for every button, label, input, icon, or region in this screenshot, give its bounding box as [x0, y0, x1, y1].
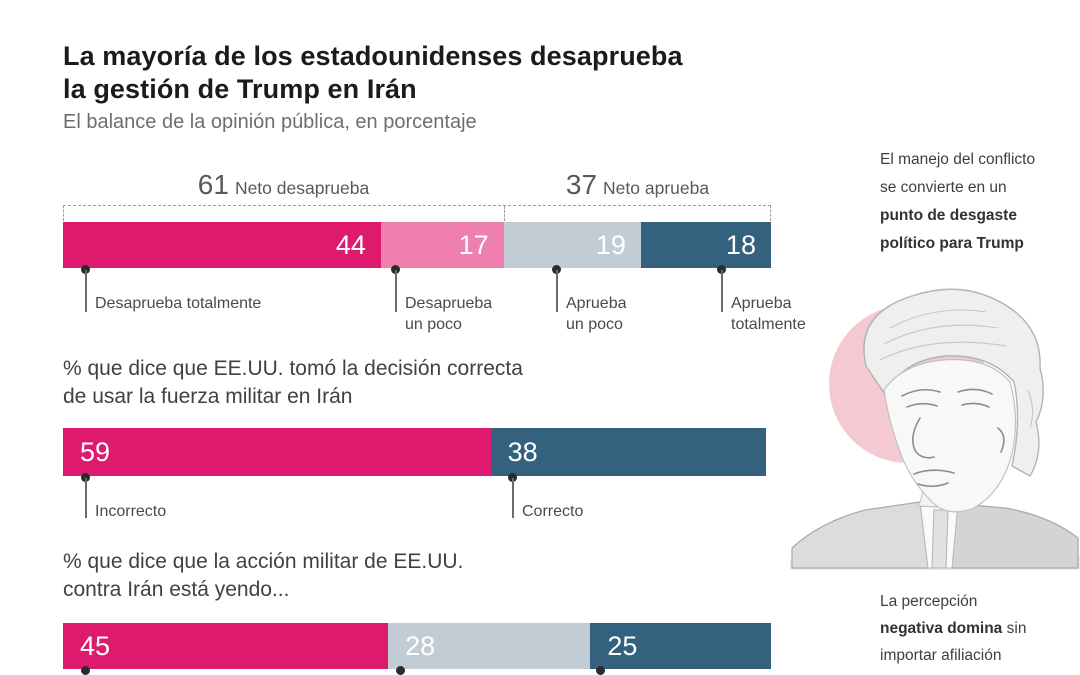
segment-label: Aprueba un poco — [566, 295, 627, 333]
segment-value: 25 — [607, 630, 638, 661]
decision-bar-chart: % que dice que EE.UU. tomó la decisión c… — [63, 355, 766, 535]
subtitle: El balance de la opinión pública, en por… — [63, 111, 477, 133]
trump-sketch-icon — [782, 288, 1080, 587]
note-bold-text: punto de desgaste político para Trump — [880, 207, 1024, 252]
net-approve-label: Neto aprueba — [603, 178, 710, 198]
segment-value: 18 — [725, 229, 756, 260]
note-bold-text: negativa domina — [880, 620, 1003, 637]
net-approve-annotation: 37 Neto aprueba — [504, 169, 771, 201]
bar-segment-desaprueba-totalmente: 44 — [63, 222, 381, 268]
chart-heading: % que dice que EE.UU. tomó la decisión c… — [63, 357, 523, 408]
segment-value: 17 — [458, 229, 489, 260]
segment-value: 38 — [507, 436, 538, 467]
bar-segment-aprueba-un-poco: 19 — [503, 222, 641, 268]
marker-dot-icon — [552, 265, 561, 274]
marker-dot-icon — [81, 666, 90, 675]
segment-value: 19 — [595, 229, 626, 260]
bar-segment-incorrecto: 59 — [63, 428, 491, 476]
marker-line — [85, 478, 87, 518]
marker-dot-icon — [596, 666, 605, 675]
stacked-bar: 45 28 25 — [63, 623, 771, 669]
marker-line — [85, 270, 87, 312]
segment-value: 28 — [405, 630, 436, 661]
marker-line — [395, 270, 397, 312]
segment-label: Correcto — [522, 503, 584, 520]
marker-dot-icon — [508, 473, 517, 482]
segment-labels: Desaprueba totalmente Desaprueba un poco… — [63, 265, 806, 342]
net-bracket — [63, 205, 771, 221]
marker-line — [512, 478, 514, 518]
chart-heading: % que dice que la acción militar de EE.U… — [63, 550, 464, 601]
bar-segment-3: 25 — [590, 623, 771, 669]
segment-labels: Incorrecto Correcto — [63, 473, 766, 533]
net-approve-value: 37 — [565, 169, 598, 200]
trump-portrait-illustration — [782, 270, 1080, 587]
marker-line — [721, 270, 723, 312]
stacked-bar: 59 38 — [63, 428, 766, 476]
segment-label: Desaprueba un poco — [405, 295, 493, 333]
net-bracket-divider — [504, 206, 505, 221]
approval-stacked-bar-chart: 61 Neto desaprueba 37 Neto aprueba 44 17 1… — [63, 169, 806, 342]
bar-segment-1: 45 — [63, 623, 389, 669]
segment-label: Desaprueba totalmente — [95, 295, 262, 312]
marker-dot-icon — [396, 666, 405, 675]
header: La mayoría de los estadounidenses desapr… — [63, 40, 683, 106]
segment-labels — [63, 666, 771, 675]
bar-segment-2: 28 — [388, 623, 591, 669]
marker-dot-icon — [81, 265, 90, 274]
marker-dot-icon — [717, 265, 726, 274]
net-disapprove-annotation: 61 Neto desaprueba — [63, 169, 504, 201]
sidebar-note-perception: La percepción negativa domina sin import… — [880, 588, 1060, 675]
marker-line — [556, 270, 558, 312]
bar-segment-desaprueba-un-poco: 17 — [380, 222, 504, 268]
title-line-2: la gestión de Trump en Irán — [63, 74, 417, 104]
sidebar-note-conflict: El manejo del conflicto se convierte en … — [880, 146, 1055, 258]
net-disapprove-value: 61 — [197, 169, 229, 200]
segment-value: 45 — [80, 630, 111, 661]
stacked-bar: 44 17 19 18 — [63, 222, 771, 268]
net-annotations-row: 61 Neto desaprueba 37 Neto aprueba — [63, 169, 771, 203]
segment-label: Incorrecto — [95, 503, 167, 520]
note-regular-text: La percepción — [880, 593, 978, 610]
bar-segment-aprueba-totalmente: 18 — [640, 222, 771, 268]
net-disapprove-label: Neto desaprueba — [234, 178, 370, 198]
segment-label: Aprueba totalmente — [731, 295, 806, 333]
page-title: La mayoría de los estadounidenses desapr… — [63, 40, 683, 106]
title-line-1: La mayoría de los estadounidenses desapr… — [63, 41, 683, 71]
segment-value: 59 — [80, 436, 111, 467]
marker-dot-icon — [391, 265, 400, 274]
marker-dot-icon — [81, 473, 90, 482]
bar-segment-correcto: 38 — [490, 428, 766, 476]
segment-value: 44 — [335, 229, 366, 260]
note-regular-text: El manejo del conflicto se convierte en … — [880, 151, 1036, 196]
progress-bar-chart: % que dice que la acción militar de EE.U… — [63, 548, 771, 675]
